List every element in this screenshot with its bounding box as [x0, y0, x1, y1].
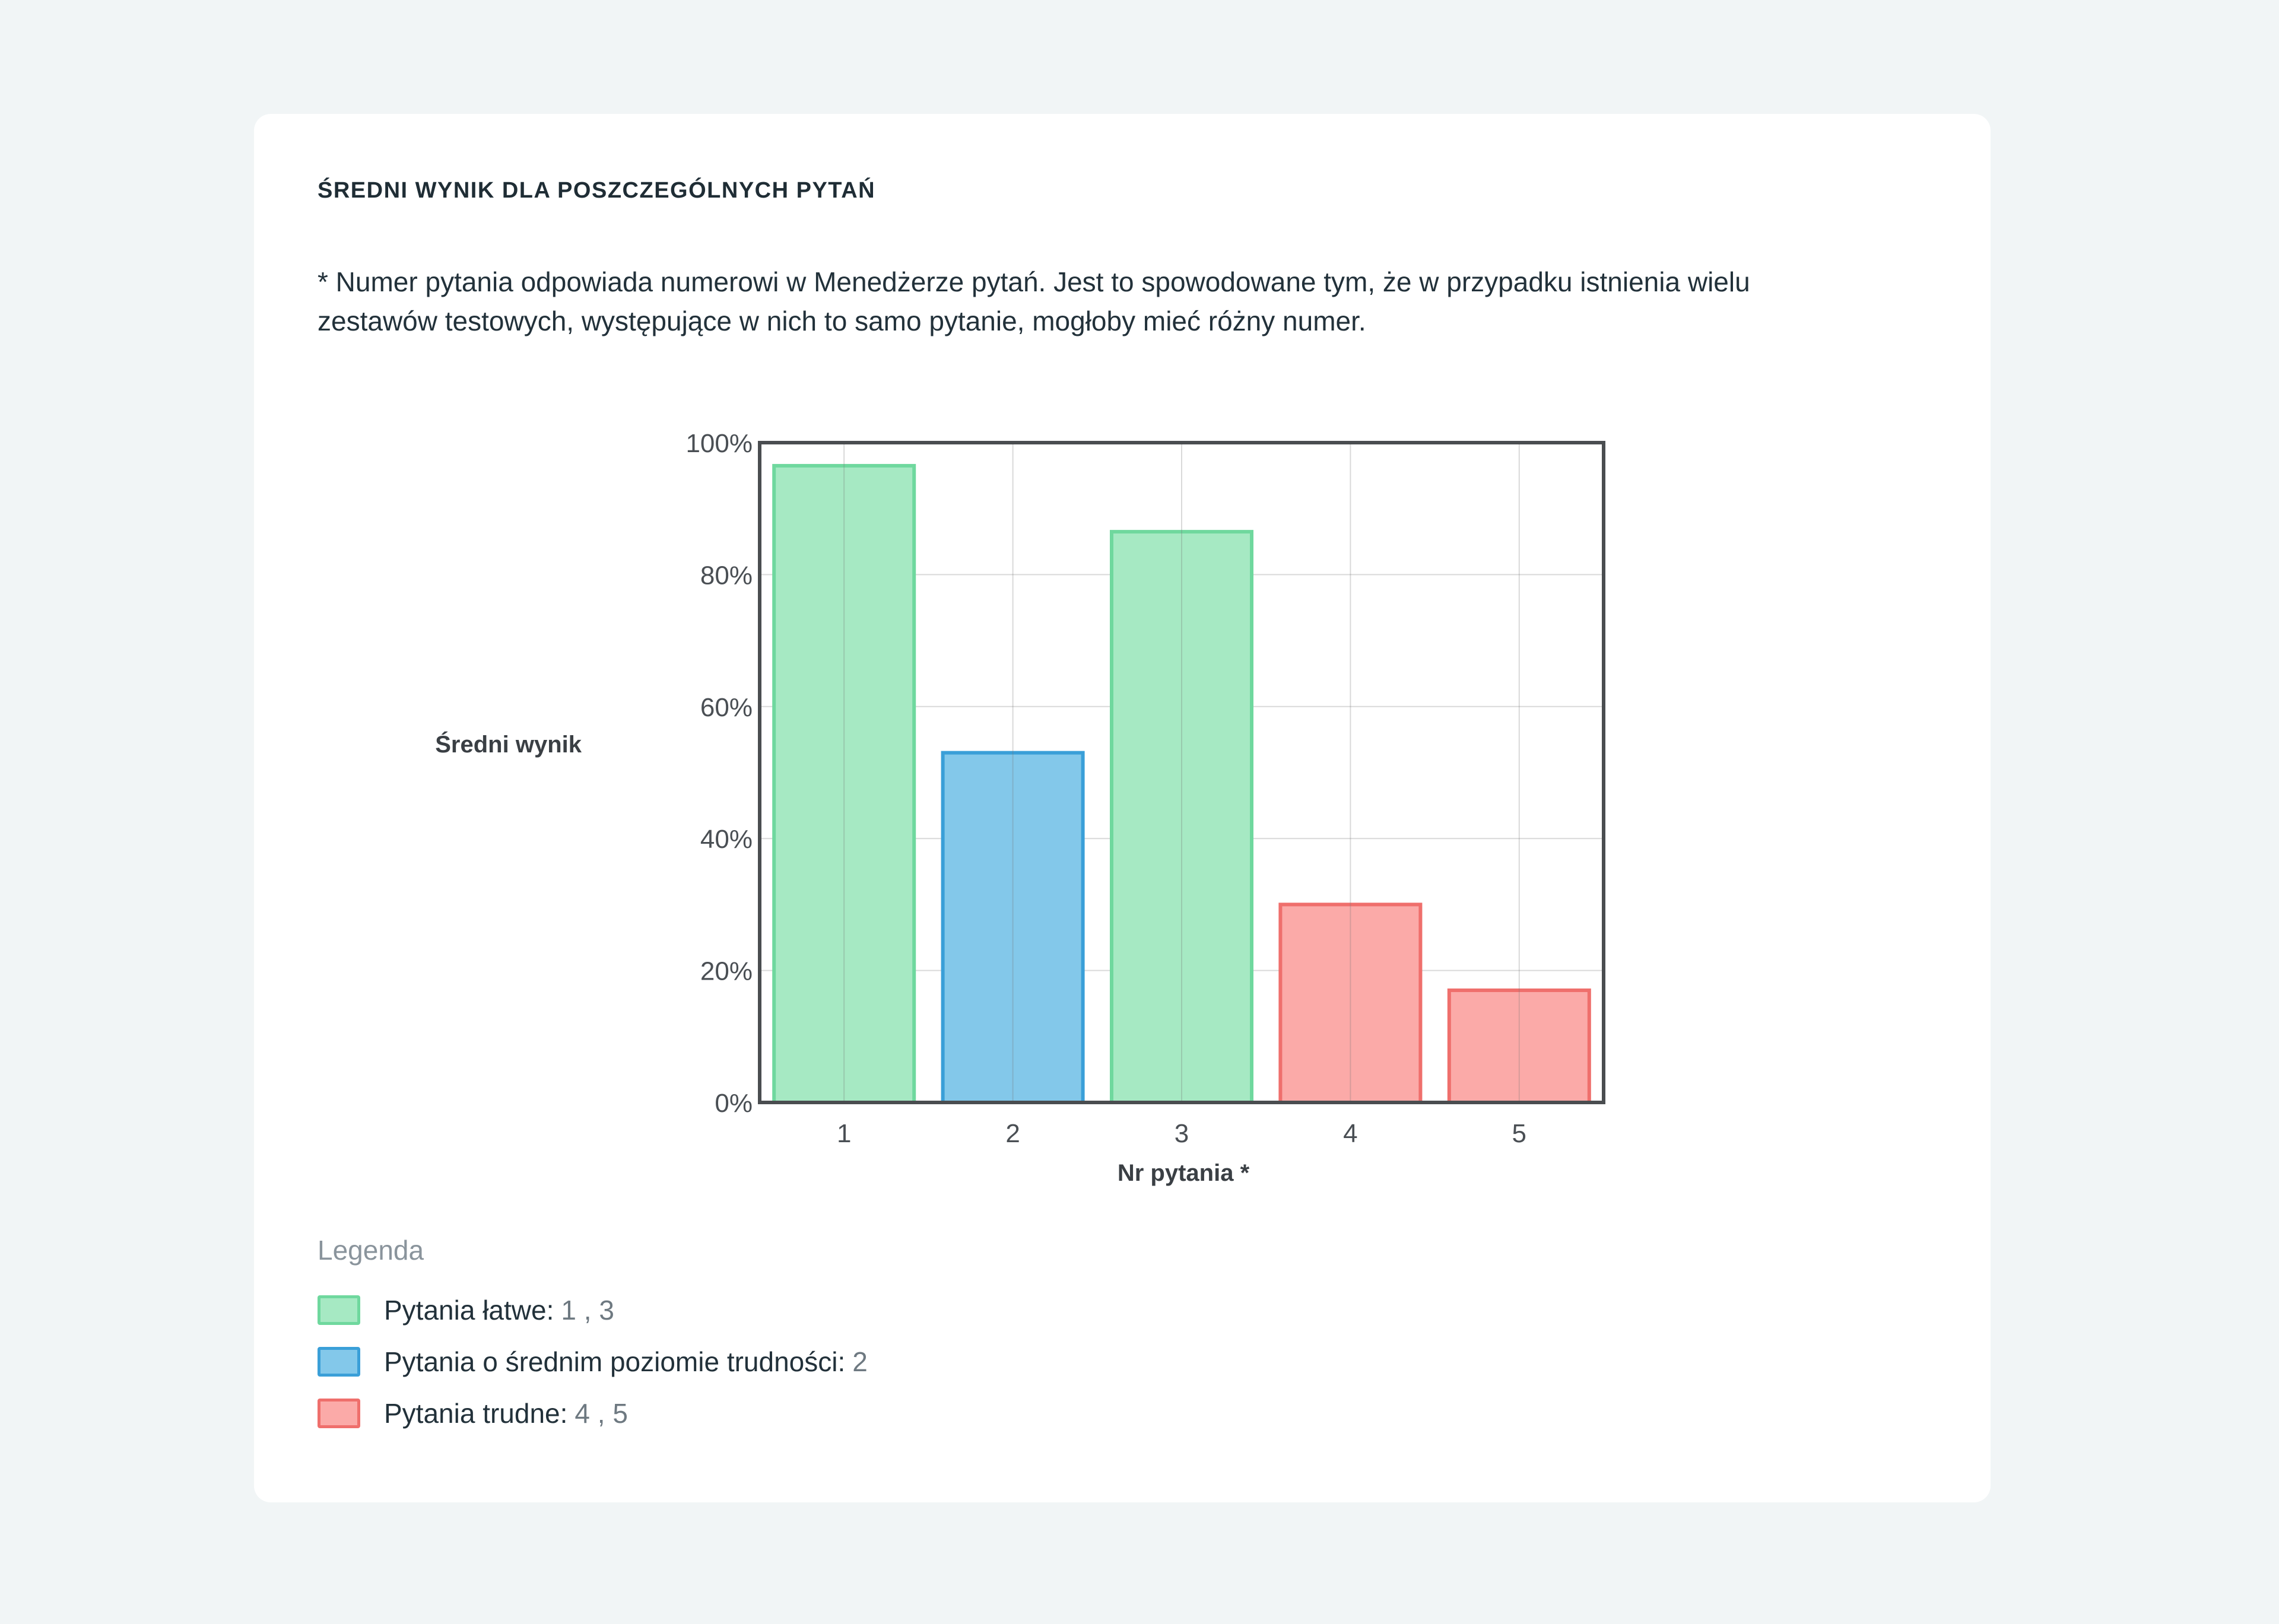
legend-title: Legenda — [318, 1235, 424, 1266]
x-tick-label-5: 5 — [1512, 1119, 1526, 1148]
legend-swatch-medium — [318, 1346, 360, 1377]
legend-values-easy: 1 , 3 — [561, 1294, 614, 1326]
bar-chart-svg: 0% 20% 40% 60% 80% 100% 1 2 3 4 5 Średni wynik Nr py… — [435, 429, 1605, 1186]
y-tick-label-0: 0% — [715, 1089, 753, 1118]
y-axis-title: Średni wynik — [435, 730, 582, 758]
legend-label-hard: Pytania trudne: — [384, 1397, 568, 1429]
bar-chart: 0% 20% 40% 60% 80% 100% 1 2 3 4 5 Średni wynik Nr py… — [254, 114, 1991, 1218]
legend-values-hard: 4 , 5 — [574, 1397, 628, 1429]
question-number-note: * Numer pytania odpowiada numerowi w Men… — [318, 266, 1750, 336]
y-tick-label-4: 80% — [700, 561, 753, 590]
chart-card: ŚREDNI WYNIK DLA POSZCZEGÓLNYCH PYTAŃ * … — [254, 114, 1991, 1502]
bar-4 — [1278, 902, 1423, 1105]
bar-1 — [772, 463, 916, 1104]
card-title: ŚREDNI WYNIK DLA POSZCZEGÓLNYCH PYTAŃ — [318, 178, 876, 203]
y-tick-label-5: 100% — [685, 429, 753, 458]
bar-3 — [1110, 530, 1253, 1104]
legend-item-easy: Pytania łatwe: 1 , 3 — [318, 1284, 868, 1336]
x-tick-label-3: 3 — [1175, 1119, 1189, 1148]
legend-swatch-hard — [318, 1398, 360, 1428]
x-axis-title: Nr pytania * — [1118, 1160, 1250, 1186]
y-tick-label-1: 20% — [700, 957, 753, 986]
bar-2 — [941, 751, 1085, 1104]
plot-frame — [758, 441, 1605, 1104]
legend-swatch-easy — [318, 1295, 360, 1325]
legend-item-medium: Pytania o średnim poziomie trudności: 2 — [318, 1336, 868, 1387]
y-tick-label-2: 40% — [700, 825, 753, 854]
legend-label-medium: Pytania o średnim poziomie trudności: — [384, 1346, 846, 1377]
x-tick-label-1: 1 — [837, 1119, 851, 1148]
x-tick-label-2: 2 — [1005, 1119, 1020, 1148]
legend-values-medium: 2 — [852, 1346, 868, 1377]
y-tick-label-3: 60% — [700, 693, 753, 722]
legend-item-hard: Pytania trudne: 4 , 5 — [318, 1387, 868, 1439]
legend-label-easy: Pytania łatwe: — [384, 1294, 554, 1326]
x-tick-label-4: 4 — [1343, 1119, 1357, 1148]
legend: Legenda Pytania łatwe: 1 , 3 Pytania o ś… — [318, 1234, 868, 1439]
